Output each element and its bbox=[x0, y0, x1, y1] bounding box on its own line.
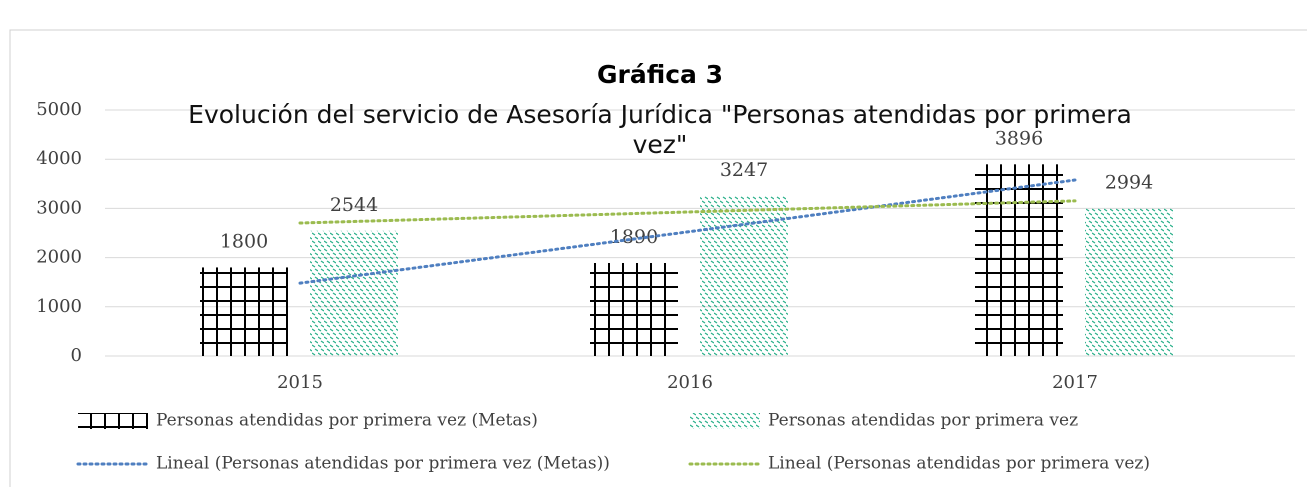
legend-swatch bbox=[690, 413, 760, 429]
legend-label: Lineal (Personas atendidas por primera v… bbox=[156, 454, 610, 474]
y-tick-label: 0 bbox=[71, 345, 82, 366]
x-tick-label: 2015 bbox=[277, 372, 323, 393]
trendline bbox=[298, 178, 1077, 285]
bar bbox=[975, 164, 1063, 356]
bar bbox=[200, 267, 288, 356]
legend-label: Personas atendidas por primera vez (Meta… bbox=[156, 411, 538, 431]
x-tick-label: 2017 bbox=[1052, 372, 1098, 393]
frame bbox=[9, 29, 1307, 487]
legend-swatch bbox=[78, 413, 148, 429]
data-label: 3896 bbox=[995, 127, 1043, 149]
legend-label: Personas atendidas por primera vez bbox=[768, 411, 1078, 431]
legend-label: Lineal (Personas atendidas por primera v… bbox=[768, 454, 1150, 474]
chart-subtitle: Evolución del servicio de Asesoría Juríd… bbox=[188, 100, 1132, 159]
y-tick-label: 1000 bbox=[36, 296, 82, 317]
y-tick-label: 2000 bbox=[36, 247, 82, 268]
x-tick-label: 2016 bbox=[667, 372, 713, 393]
data-label: 1800 bbox=[220, 230, 268, 252]
bar bbox=[700, 196, 788, 356]
trendline bbox=[298, 199, 1077, 225]
data-label: 2544 bbox=[330, 194, 378, 216]
y-tick-label: 4000 bbox=[36, 148, 82, 169]
y-tick-label: 3000 bbox=[36, 197, 82, 218]
data-label: 3247 bbox=[720, 159, 768, 181]
bar bbox=[310, 230, 398, 356]
bar bbox=[590, 263, 678, 356]
y-tick-label: 5000 bbox=[36, 99, 82, 120]
bar bbox=[1085, 208, 1173, 356]
data-label: 1890 bbox=[610, 226, 658, 248]
chart-title: Gráfica 3 bbox=[597, 60, 723, 89]
data-label: 2994 bbox=[1105, 172, 1153, 194]
